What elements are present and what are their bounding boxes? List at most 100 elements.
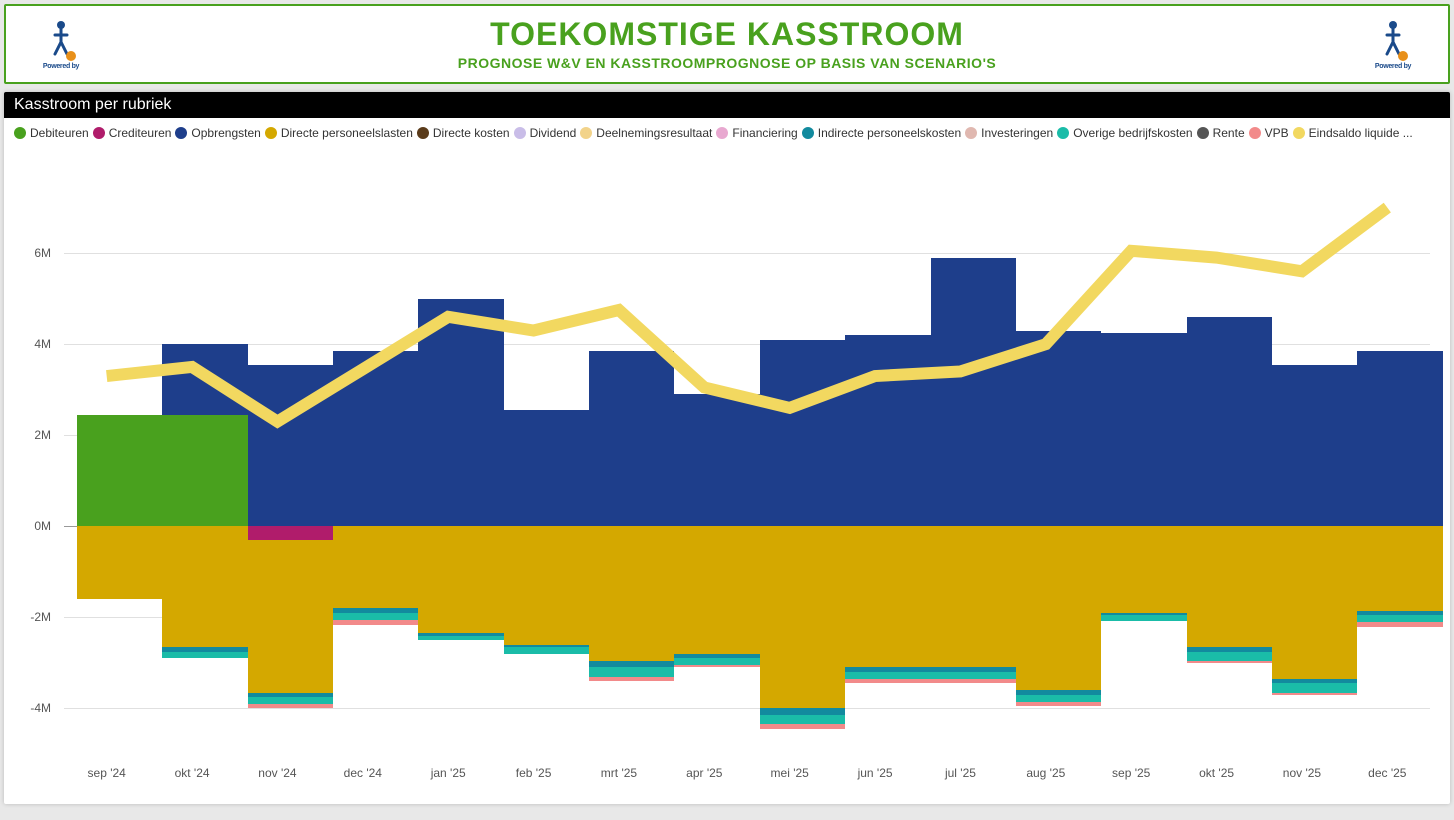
x-tick-label: jul '25 [918, 766, 1003, 786]
legend-item[interactable]: Investeringen [965, 126, 1053, 140]
bar-segment-vpb[interactable] [1357, 622, 1442, 627]
legend-item[interactable]: Crediteuren [93, 126, 172, 140]
legend-item[interactable]: Opbrengsten [175, 126, 260, 140]
bar-slot [662, 162, 747, 754]
legend-dot-icon [1293, 127, 1305, 139]
person-walking-icon [1371, 18, 1415, 62]
bar-segment-overige_bedrijfskosten[interactable] [1357, 615, 1442, 622]
legend-dot-icon [417, 127, 429, 139]
bar-slot [491, 162, 576, 754]
logo-powered-text: Powered by [1375, 63, 1411, 70]
legend-dot-icon [802, 127, 814, 139]
legend-dot-icon [93, 127, 105, 139]
legend-dot-icon [265, 127, 277, 139]
legend-dot-icon [14, 127, 26, 139]
legend-dot-icon [514, 127, 526, 139]
y-tick-label: -2M [30, 610, 51, 624]
x-tick-label: mrt '25 [576, 766, 661, 786]
x-tick-label: apr '25 [662, 766, 747, 786]
y-tick-label: 6M [34, 246, 51, 260]
legend-item[interactable]: Debiteuren [14, 126, 89, 140]
bar-slot [1259, 162, 1344, 754]
legend-label: Directe kosten [433, 126, 510, 140]
legend-item[interactable]: Overige bedrijfskosten [1057, 126, 1192, 140]
legend-label: Rente [1213, 126, 1245, 140]
legend-label: Eindsaldo liquide ... [1309, 126, 1413, 140]
bar-slot [576, 162, 661, 754]
legend-dot-icon [965, 127, 977, 139]
bar-slot [149, 162, 234, 754]
plot-area [64, 162, 1430, 754]
legend-dot-icon [1057, 127, 1069, 139]
legend-item[interactable]: Deelnemingsresultaat [580, 126, 712, 140]
y-tick-label: 0M [34, 519, 51, 533]
legend-item[interactable]: VPB [1249, 126, 1289, 140]
y-tick-label: -4M [30, 701, 51, 715]
y-tick-label: 2M [34, 428, 51, 442]
bar-slot [235, 162, 320, 754]
bar-slot [406, 162, 491, 754]
logo-powered-text: Powered by [43, 63, 79, 70]
legend-label: Overige bedrijfskosten [1073, 126, 1192, 140]
chart-legend: Debiteuren Crediteuren Opbrengsten Directe … [4, 118, 1450, 144]
legend-label: Investeringen [981, 126, 1053, 140]
legend-item[interactable]: Directe kosten [417, 126, 510, 140]
legend-label: Opbrengsten [191, 126, 260, 140]
header-titles: TOEKOMSTIGE KASSTROOM PROGNOSE W&V EN KA… [96, 17, 1358, 70]
legend-item[interactable]: Eindsaldo liquide ... [1293, 126, 1413, 140]
legend-dot-icon [1197, 127, 1209, 139]
page-subtitle: PROGNOSE W&V EN KASSTROOMPROGNOSE OP BAS… [96, 55, 1358, 71]
legend-dot-icon [716, 127, 728, 139]
y-tick-label: 4M [34, 337, 51, 351]
legend-item[interactable]: Dividend [514, 126, 577, 140]
x-tick-label: dec '24 [320, 766, 405, 786]
page-root: Powered by TOEKOMSTIGE KASSTROOM PROGNOS… [0, 0, 1454, 820]
bar-segment-directe_personeelslasten[interactable] [1357, 526, 1442, 610]
bar-slot [1089, 162, 1174, 754]
logo-left: Powered by [26, 14, 96, 74]
y-axis: -4M -2M 0M 2M 4M 6M [4, 162, 59, 754]
chart-card: Kasstroom per rubriek Debiteuren Crediteu… [4, 92, 1450, 804]
bar-segment-opbrengsten[interactable] [1357, 351, 1442, 526]
legend-label: VPB [1265, 126, 1289, 140]
x-tick-label: mei '25 [747, 766, 832, 786]
legend-dot-icon [580, 127, 592, 139]
page-title: TOEKOMSTIGE KASSTROOM [96, 17, 1358, 52]
x-tick-label: nov '25 [1259, 766, 1344, 786]
legend-item[interactable]: Rente [1197, 126, 1245, 140]
x-tick-label: sep '24 [64, 766, 149, 786]
x-tick-label: feb '25 [491, 766, 576, 786]
x-tick-label: nov '24 [235, 766, 320, 786]
x-tick-label: jun '25 [832, 766, 917, 786]
bar-slot [1174, 162, 1259, 754]
x-tick-label: dec '25 [1345, 766, 1430, 786]
bar-slot [918, 162, 1003, 754]
chart-title: Kasstroom per rubriek [4, 92, 1450, 118]
legend-label: Directe personeelslasten [281, 126, 413, 140]
x-tick-label: jan '25 [406, 766, 491, 786]
legend-item[interactable]: Directe personeelslasten [265, 126, 413, 140]
x-tick-label: okt '24 [149, 766, 234, 786]
bar-slot [1345, 162, 1430, 754]
person-walking-icon [39, 18, 83, 62]
x-tick-label: okt '25 [1174, 766, 1259, 786]
legend-dot-icon [175, 127, 187, 139]
legend-label: Deelnemingsresultaat [596, 126, 712, 140]
legend-label: Indirecte personeelskosten [818, 126, 961, 140]
legend-item[interactable]: Financiering [716, 126, 797, 140]
bar-slot [832, 162, 917, 754]
legend-label: Crediteuren [109, 126, 172, 140]
bars-container [64, 162, 1430, 754]
legend-item[interactable]: Indirecte personeelskosten [802, 126, 961, 140]
logo-right: Powered by [1358, 14, 1428, 74]
bar-slot [1003, 162, 1088, 754]
x-tick-label: aug '25 [1003, 766, 1088, 786]
legend-label: Dividend [530, 126, 577, 140]
legend-dot-icon [1249, 127, 1261, 139]
x-tick-label: sep '25 [1089, 766, 1174, 786]
legend-label: Financiering [732, 126, 797, 140]
bar-slot [64, 162, 149, 754]
bar-slot [747, 162, 832, 754]
legend-label: Debiteuren [30, 126, 89, 140]
x-axis: sep '24okt '24nov '24dec '24jan '25feb '… [64, 766, 1430, 786]
